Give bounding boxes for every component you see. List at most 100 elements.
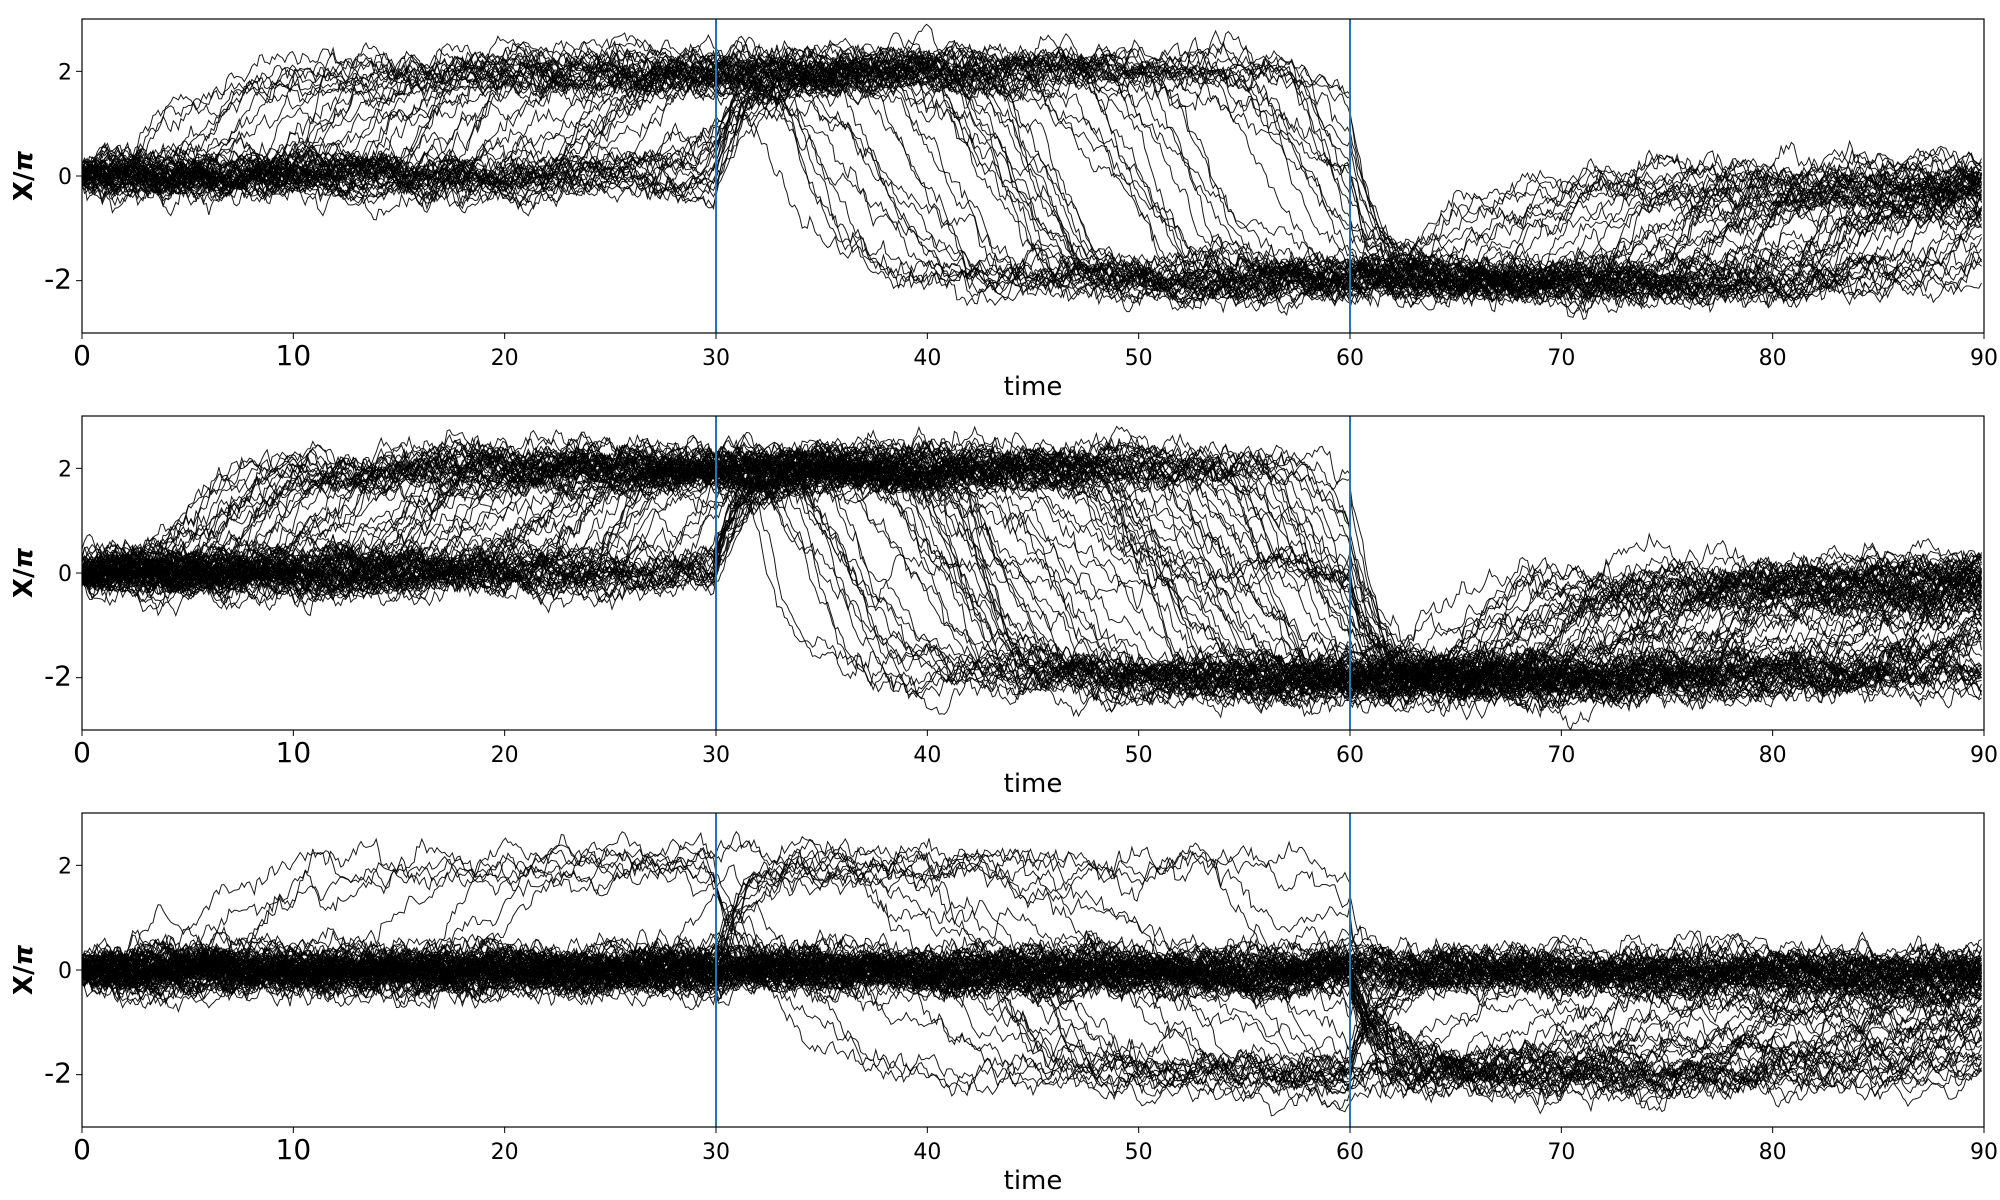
series-line (82, 446, 1982, 713)
series-line (82, 44, 1982, 315)
subplot-1-x-ticks: 0 10 20 30 40 50 60 70 80 90 (73, 333, 1998, 372)
series-line (82, 943, 1982, 1073)
subplot-1-traces (82, 23, 1982, 321)
series-line (82, 470, 1982, 703)
series-line (82, 949, 1982, 1117)
subplot-3: 0 10 20 30 40 50 60 70 80 90 20-2 time X/π (9, 812, 1998, 1196)
series-line (82, 44, 1982, 272)
series-line (82, 48, 1982, 306)
series-line (82, 437, 1982, 700)
series-line (82, 438, 1982, 700)
subplot-3-vlines (715, 813, 1351, 1127)
y-tick-label: 2 (58, 457, 72, 482)
x-tick-label: 80 (1759, 1140, 1787, 1165)
series-line (82, 459, 1982, 713)
x-tick-label: 20 (491, 346, 519, 371)
subplot-3-traces (82, 830, 1982, 1117)
x-tick-label: 30 (702, 346, 730, 371)
series-line (82, 846, 1982, 1009)
series-line (82, 442, 1982, 708)
x-tick-label: 60 (1336, 1140, 1364, 1165)
x-tick-label: 60 (1336, 743, 1364, 768)
series-line (82, 941, 1982, 1097)
series-line (82, 425, 1982, 681)
series-line (82, 443, 1982, 685)
x-tick-label: 70 (1547, 346, 1575, 371)
x-tick-label: 80 (1759, 346, 1787, 371)
series-line (82, 46, 1982, 309)
series-line (82, 447, 1982, 698)
subplot-1-y-axis-label: X/π (9, 151, 39, 202)
series-line (82, 833, 1982, 1107)
series-line (82, 45, 1982, 301)
series-line (82, 934, 1982, 1009)
subplot-2: 0 10 20 30 40 50 60 70 80 90 20-2 time X/π (9, 415, 1998, 799)
x-tick-label: 40 (913, 346, 941, 371)
y-tick-label: 0 (58, 959, 72, 984)
series-line (82, 937, 1982, 1098)
series-line (82, 450, 1982, 706)
series-line (82, 43, 1982, 307)
y-tick-label: 0 (58, 562, 72, 587)
series-line (82, 42, 1982, 281)
x-tick-label: 70 (1547, 1140, 1575, 1165)
x-tick-label: 90 (1970, 1140, 1998, 1165)
x-tick-label: 30 (702, 1140, 730, 1165)
series-line (82, 941, 1982, 1088)
series-line (82, 46, 1982, 299)
y-tick-label: 0 (58, 165, 72, 190)
x-tick-label: 40 (913, 1140, 941, 1165)
x-tick-label: 30 (702, 743, 730, 768)
x-tick-label: 80 (1759, 743, 1787, 768)
subplot-1-y-ticks: 2 0 -2 (44, 60, 82, 296)
series-line (82, 451, 1982, 713)
series-line (82, 941, 1982, 1097)
x-tick-label: 10 (276, 339, 312, 372)
subplot-3-y-axis-label: X/π (9, 945, 39, 996)
series-line (82, 49, 1982, 311)
x-tick-label: 0 (73, 1133, 91, 1166)
y-tick-label: -2 (44, 660, 72, 693)
x-tick-label: 20 (491, 743, 519, 768)
x-tick-label: 90 (1970, 346, 1998, 371)
series-line (82, 49, 1982, 300)
subplot-1-vlines (715, 19, 1351, 333)
series-line (82, 437, 1982, 695)
series-line (82, 39, 1982, 296)
series-line (82, 441, 1982, 696)
series-line (82, 848, 1982, 1000)
x-tick-label: 60 (1336, 346, 1364, 371)
subplot-3-x-axis-label: time (1004, 1166, 1063, 1196)
series-line (82, 47, 1982, 309)
x-tick-label: 50 (1125, 743, 1153, 768)
series-line (82, 940, 1982, 1009)
series-line (82, 456, 1982, 702)
series-line (82, 942, 1982, 999)
x-tick-label: 10 (276, 736, 312, 769)
series-line (82, 81, 1982, 295)
subplot-2-x-ticks: 0 10 20 30 40 50 60 70 80 90 (73, 730, 1998, 769)
y-tick-label: 2 (58, 854, 72, 879)
x-tick-label: 10 (276, 1133, 312, 1166)
series-line (82, 830, 1982, 1001)
x-tick-label: 50 (1125, 346, 1153, 371)
x-tick-label: 20 (491, 1140, 519, 1165)
x-tick-label: 0 (73, 736, 91, 769)
subplot-2-y-ticks: 2 0 -2 (44, 457, 82, 693)
subplot-2-x-axis-label: time (1004, 769, 1063, 799)
x-tick-label: 50 (1125, 1140, 1153, 1165)
x-tick-label: 0 (73, 339, 91, 372)
subplot-3-y-ticks: 2 0 -2 (44, 854, 82, 1090)
series-line (82, 46, 1982, 299)
subplot-3-x-ticks: 0 10 20 30 40 50 60 70 80 90 (73, 1127, 1998, 1166)
series-line (82, 436, 1982, 711)
subplot-2-traces (82, 425, 1982, 730)
x-tick-label: 90 (1970, 743, 1998, 768)
series-line (82, 936, 1982, 1096)
series-line (82, 35, 1982, 303)
series-line (82, 40, 1982, 304)
series-line (82, 444, 1982, 692)
x-tick-label: 70 (1547, 743, 1575, 768)
series-line (82, 439, 1982, 698)
